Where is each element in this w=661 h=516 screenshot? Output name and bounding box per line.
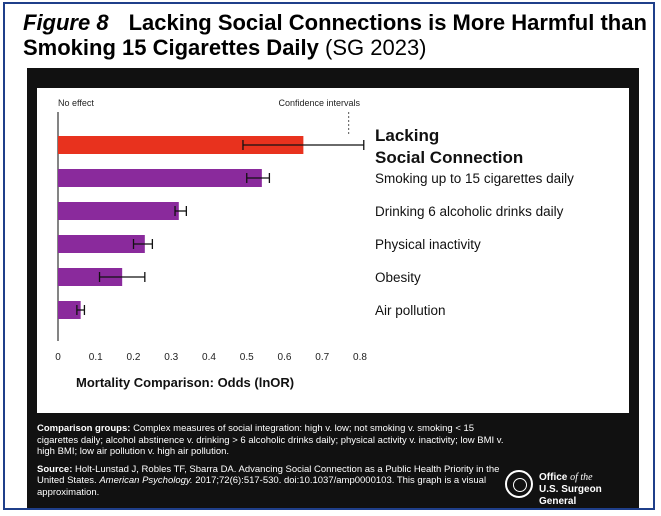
bar — [58, 235, 145, 253]
x-tick-label: 0.4 — [202, 352, 216, 363]
figure-label: Figure 8 — [23, 10, 109, 35]
source-note: Source: Holt-Lunstad J, Robles TF, Sbarr… — [37, 464, 507, 499]
chart-card: No effect Confidence intervals Lacking Soci… — [37, 88, 629, 413]
source-text-2: 2017;72(6):517-530. doi:10.1037/amp00001… — [37, 475, 487, 498]
x-tick-label: 0.5 — [240, 352, 254, 363]
bar-chart: No effect Confidence intervals Lacking Soci… — [55, 98, 574, 390]
office-of: of the — [570, 472, 593, 483]
x-tick-label: 0.7 — [315, 352, 329, 363]
figure-frame: Figure 8 Lacking Social Connections is Mo… — [3, 2, 655, 510]
x-tick-label: 0.8 — [353, 352, 367, 363]
x-tick-label: 0.2 — [127, 352, 141, 363]
figure-title: Lacking Social Connections is More Harmf… — [23, 10, 647, 60]
comparison-label: Comparison groups: — [37, 423, 131, 434]
figure-heading: Figure 8 Lacking Social Connections is Mo… — [23, 10, 653, 60]
category-label: Lacking — [375, 126, 439, 145]
infographic-panel: No effect Confidence intervals Lacking Soci… — [27, 68, 639, 508]
category-label: Obesity — [375, 270, 421, 285]
category-label: Air pollution — [375, 303, 446, 318]
bar — [58, 169, 262, 187]
comparison-note: Comparison groups: Complex measures of s… — [37, 423, 507, 458]
x-tick-label: 0.3 — [164, 352, 178, 363]
office-line-2: U.S. Surgeon General — [539, 484, 602, 507]
bar — [58, 136, 304, 154]
bar — [58, 202, 179, 220]
source-label: Source: — [37, 463, 73, 475]
bar — [58, 301, 81, 319]
x-tick-label: 0.6 — [278, 352, 292, 363]
category-label: Physical inactivity — [375, 237, 481, 252]
x-axis-label: Mortality Comparison: Odds (lnOR) — [76, 375, 294, 390]
category-label: Drinking 6 alcoholic drinks daily — [375, 204, 564, 219]
category-label: Social Connection — [375, 148, 523, 167]
source-journal: American Psychology. — [99, 475, 193, 486]
x-tick-label: 0 — [55, 352, 61, 363]
x-tick-label: 0.1 — [89, 352, 103, 363]
annotation-confidence-intervals: Confidence intervals — [278, 98, 360, 108]
annotation-no-effect: No effect — [58, 98, 94, 108]
surgeon-general-seal-icon — [505, 470, 533, 498]
office-logo-text: Office of the U.S. Surgeon General — [539, 472, 639, 508]
office-line-1: Office — [539, 472, 568, 483]
category-label: Smoking up to 15 cigarettes daily — [375, 171, 574, 186]
footer-notes: Comparison groups: Complex measures of s… — [37, 423, 507, 504]
source-text-1: Holt-Lunstad J, Robles TF, Sbarra DA. Ad… — [37, 463, 500, 487]
bar — [58, 268, 123, 286]
figure-citation: (SG 2023) — [325, 35, 427, 60]
comparison-text: Complex measures of social integration: … — [37, 423, 504, 457]
